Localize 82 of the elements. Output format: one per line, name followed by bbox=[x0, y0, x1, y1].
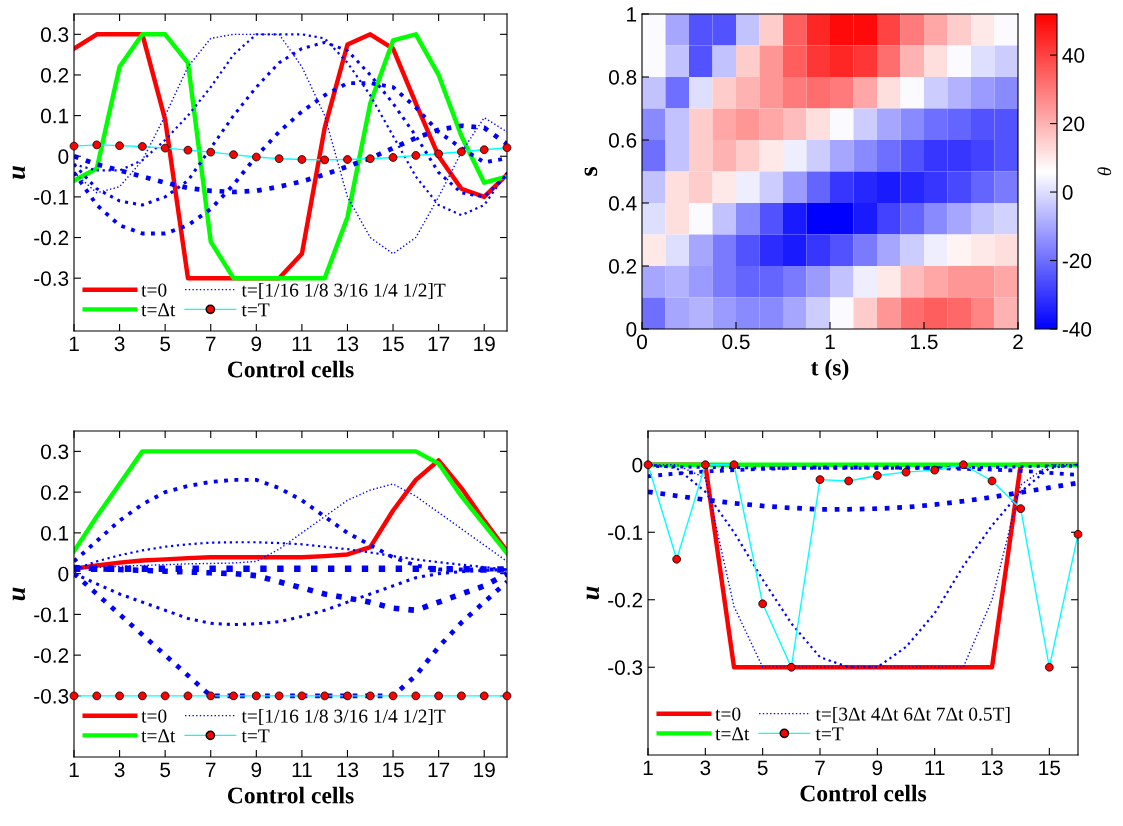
x-tick-label: 15 bbox=[1039, 760, 1061, 776]
x-tick-label: 13 bbox=[337, 336, 359, 352]
x-tick-label: 17 bbox=[428, 762, 450, 777]
y-tick-label: -0.2 bbox=[34, 230, 69, 246]
legend-label: t=[1/16 1/8 3/16 1/4 1/2]T bbox=[241, 282, 446, 300]
y-tick-label: 0.1 bbox=[40, 525, 69, 541]
color-bar-title: θ bbox=[1097, 167, 1112, 176]
legend-label: t=0 bbox=[141, 709, 167, 723]
x-tick-label: 7 bbox=[206, 762, 216, 777]
x-tick-label: 19 bbox=[474, 336, 495, 352]
x-tick-label: 3 bbox=[114, 336, 125, 352]
color-bar-label: -20 bbox=[1062, 253, 1092, 269]
x-tick-label: 11 bbox=[292, 762, 312, 777]
y-axis-title: u bbox=[586, 586, 600, 600]
x-tick-label: 1 bbox=[69, 336, 79, 351]
legend-label: t=0 bbox=[141, 283, 167, 297]
y-tick-label: 0.2 bbox=[608, 259, 637, 274]
y-tick-label: 0 bbox=[58, 566, 69, 582]
legend-label: t=T bbox=[241, 303, 270, 317]
x-axis-title: Control cells bbox=[227, 786, 354, 804]
legend-label: t=[3Δt 4Δt 6Δt 7Δt 0.5T] bbox=[815, 706, 1010, 724]
x-tick-label: 5 bbox=[160, 336, 171, 352]
y-tick-label: 0.6 bbox=[608, 133, 637, 148]
legend-label: t=0 bbox=[715, 707, 741, 721]
x-tick-label: 1 bbox=[825, 334, 835, 349]
x-tick-label: 3 bbox=[700, 760, 711, 776]
y-tick-label: 1 bbox=[627, 7, 637, 22]
y-axis-title: s bbox=[584, 167, 598, 176]
x-tick-label: 7 bbox=[206, 336, 216, 351]
x-tick-label: 11 bbox=[292, 336, 312, 351]
y-axis-title: u bbox=[12, 166, 26, 179]
color-bar-label: 0 bbox=[1062, 185, 1073, 200]
x-tick-label: 2 bbox=[1013, 334, 1023, 349]
x-tick-label: 3 bbox=[114, 762, 125, 778]
legend-label: t=Δt bbox=[715, 727, 750, 741]
x-tick-label: 15 bbox=[383, 336, 404, 352]
x-tick-label: 1.5 bbox=[911, 334, 938, 350]
y-tick-label: -0.3 bbox=[34, 271, 69, 286]
x-axis-title: Control cells bbox=[227, 360, 354, 378]
x-tick-label: 13 bbox=[337, 762, 359, 778]
y-tick-label: -0.1 bbox=[34, 607, 69, 623]
x-axis-title: Control cells bbox=[800, 784, 927, 802]
y-tick-label: 0 bbox=[632, 457, 643, 473]
x-tick-label: 1 bbox=[643, 760, 653, 775]
x-tick-label: 1 bbox=[69, 762, 79, 777]
y-tick-label: -0.2 bbox=[608, 592, 643, 608]
y-tick-label: -0.3 bbox=[608, 660, 643, 675]
y-tick-label: -0.1 bbox=[34, 189, 69, 205]
x-tick-label: 9 bbox=[251, 336, 262, 352]
x-tick-label: 13 bbox=[982, 760, 1003, 776]
y-tick-label: 0.3 bbox=[40, 444, 69, 460]
y-tick-label: -0.1 bbox=[608, 525, 643, 540]
y-tick-label: -0.3 bbox=[34, 688, 69, 704]
legend-label: t=T bbox=[815, 727, 844, 741]
x-axis-title: t (s) bbox=[811, 358, 849, 381]
y-tick-label: 0.3 bbox=[40, 27, 69, 43]
color-bar-label: 40 bbox=[1062, 48, 1085, 63]
x-tick-label: 9 bbox=[872, 760, 883, 776]
color-bar-label: -40 bbox=[1062, 322, 1092, 337]
x-tick-label: 15 bbox=[383, 762, 404, 778]
y-tick-label: 0 bbox=[58, 149, 69, 164]
legend-label: t=[1/16 1/8 3/16 1/4 1/2]T bbox=[241, 708, 446, 726]
x-tick-label: 7 bbox=[815, 760, 825, 775]
y-tick-label: 0.2 bbox=[40, 67, 69, 83]
y-tick-label: 0.1 bbox=[40, 108, 69, 124]
y-tick-label: 0.2 bbox=[40, 485, 69, 500]
y-tick-label: -0.2 bbox=[34, 648, 69, 663]
x-tick-label: 5 bbox=[160, 762, 171, 778]
x-tick-label: 11 bbox=[925, 760, 945, 775]
x-tick-label: 0.5 bbox=[722, 334, 750, 350]
x-tick-label: 19 bbox=[474, 762, 495, 778]
legend-label: t=T bbox=[241, 729, 270, 743]
x-tick-label: 17 bbox=[428, 336, 450, 351]
y-tick-label: 0.4 bbox=[608, 196, 637, 211]
color-bar-label: 20 bbox=[1062, 116, 1085, 132]
y-tick-label: 0.8 bbox=[608, 70, 637, 85]
x-tick-label: 5 bbox=[757, 760, 768, 776]
legend-label: t=Δt bbox=[141, 729, 176, 743]
y-axis-title: u bbox=[12, 587, 26, 601]
legend-label: t=Δt bbox=[141, 303, 176, 317]
x-tick-label: 9 bbox=[251, 762, 262, 778]
y-tick-label: 0 bbox=[626, 322, 637, 337]
